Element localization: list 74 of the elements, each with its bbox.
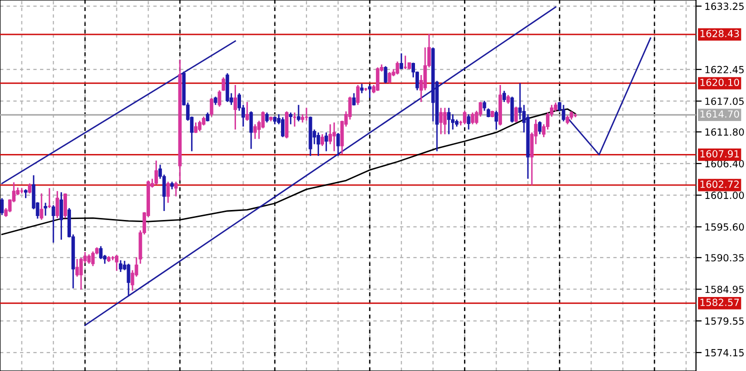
candlestick [265,112,269,124]
y-tick-label: 1622.45 [705,66,744,74]
candlestick [388,71,392,84]
candlestick [52,204,56,244]
ref-line-label: 1614.70 [700,110,740,118]
y-tick-label: 1633.25 [705,2,744,10]
y-tick-label: 1595.60 [705,223,744,231]
candlestick [28,182,32,194]
y-tick-label: 1579.55 [705,317,744,325]
candlestick [87,254,91,264]
ref-line-label: 1607.91 [700,150,739,158]
candlestick [222,76,226,92]
candlestick [64,192,67,219]
y-tick-label: 1601.00 [705,192,744,200]
candlestick [384,66,388,84]
candlestick [75,258,79,278]
ref-line-label: 1620.10 [700,78,740,86]
candlestick [356,84,360,106]
candlestick [403,54,408,70]
candlestick [126,263,130,296]
candlestick [91,250,95,267]
candlestick [288,112,292,125]
y-tick-label: 1584.95 [705,286,744,294]
candlestick [60,192,64,240]
candlestick [320,134,324,147]
candlestick [210,97,214,118]
candlestick [218,90,222,108]
candlestick [396,60,400,76]
y-tick-label: 1617.05 [705,98,744,105]
candlestick [198,120,202,132]
candlestick [253,124,257,140]
candlestick [494,110,498,130]
candlestick [538,120,542,135]
candlestick [514,106,518,124]
candlestick [166,180,170,204]
candlestick [281,116,284,138]
candlestick [0,197,4,216]
candlestick [400,52,404,70]
candlestick [510,96,514,124]
candlestick [118,260,122,273]
candlestick [352,92,356,106]
candlestick [296,104,300,122]
candlestick [466,114,470,130]
candlestick [245,101,249,122]
candlestick [174,180,178,198]
candlestick [40,192,44,220]
candlestick [376,66,380,92]
candlestick [249,110,253,150]
candlestick [292,112,297,128]
candlestick [502,90,506,103]
ref-line-label: 1602.72 [700,180,739,188]
candlestick [99,245,103,260]
candlestick [470,112,474,125]
candlestick [368,84,372,99]
candlestick [154,160,158,186]
ref-line-label: 1582.57 [700,298,739,306]
candlestick [336,132,340,157]
candlestick [447,107,451,135]
candlestick [114,254,118,272]
ref-line-label: 1628.43 [700,30,739,38]
candlestick [56,190,60,219]
candlestick [234,84,238,130]
candlestick [360,83,364,94]
y-tick-label: 1611.80 [705,128,744,136]
candlestick [332,122,336,152]
candlestick [562,104,566,122]
candlestick [44,202,48,216]
y-tick-label: 1590.35 [705,254,744,262]
candlestick [324,132,328,152]
y-tick-label: 1574.15 [705,349,744,356]
candlestick [443,107,447,135]
candlestick [462,110,466,125]
candlestick [316,132,320,157]
candlestick [439,107,443,135]
